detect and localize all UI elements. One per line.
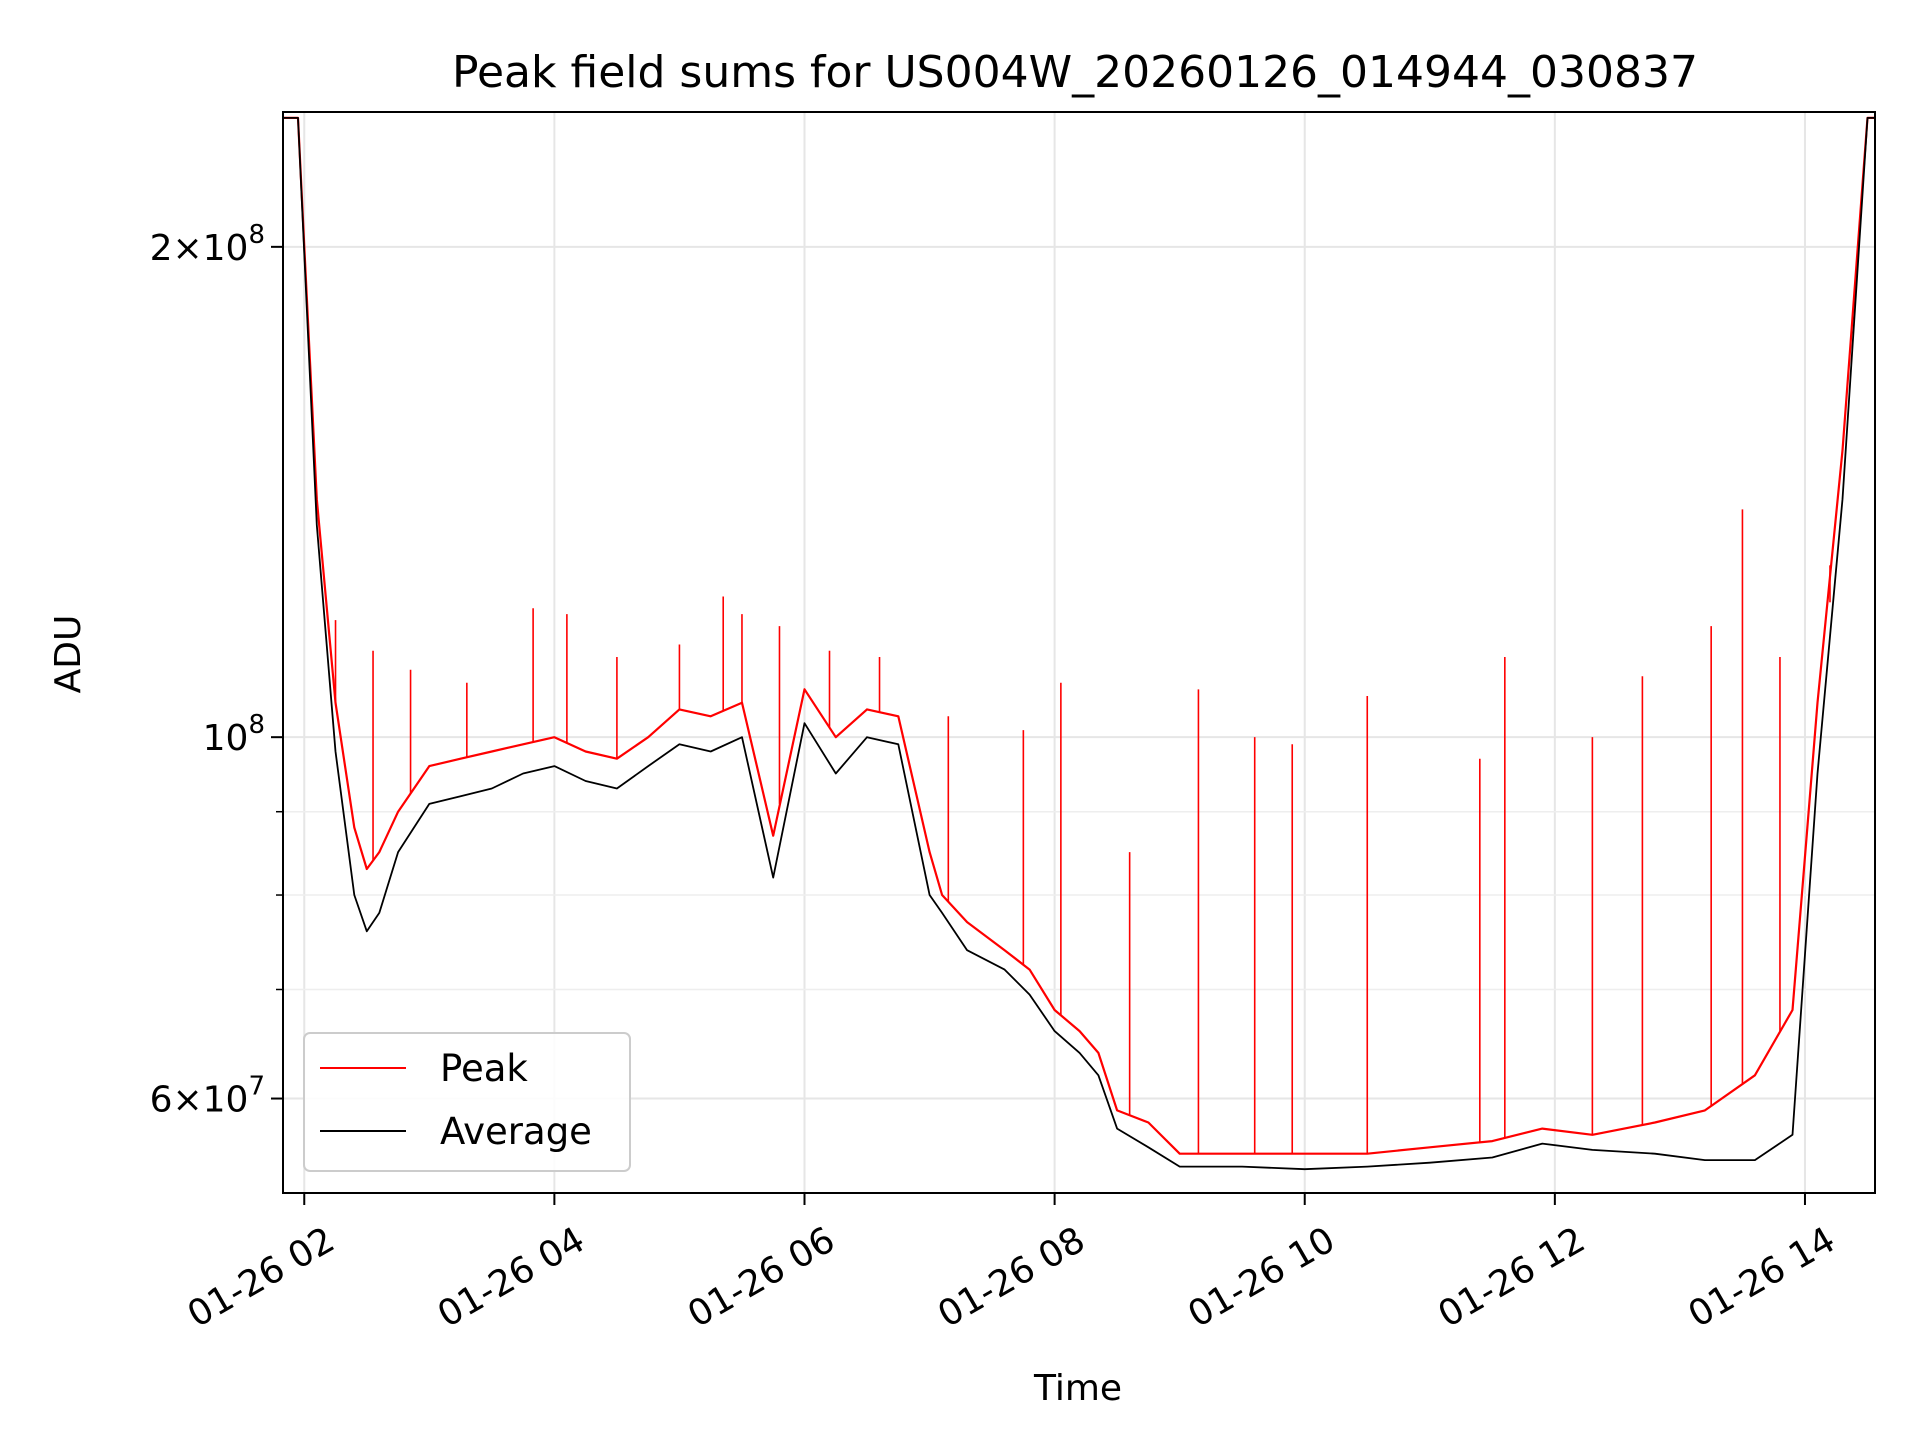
chart-title: Peak field sums for US004W_20260126_0149… — [452, 47, 1698, 98]
x-axis-label: Time — [1033, 1368, 1122, 1409]
y-axis-label: ADU — [48, 615, 89, 694]
legend-average-label: Average — [440, 1110, 592, 1153]
legend: Peak Average — [303, 1032, 631, 1172]
y-tick-label: 2×108 — [150, 220, 265, 269]
grid-lines — [283, 112, 1875, 1193]
series-line-peak — [283, 116, 1875, 1155]
y-tick-label: 108 — [203, 710, 265, 759]
series-line-average — [283, 117, 1875, 1171]
plot-frame — [282, 111, 1876, 1194]
legend-peak-label: Peak — [440, 1047, 528, 1090]
plot-series — [283, 116, 1875, 1171]
y-tick-label: 6×107 — [150, 1072, 265, 1121]
y-axis-ticks: 6×107 108 2×108 — [150, 220, 283, 1121]
